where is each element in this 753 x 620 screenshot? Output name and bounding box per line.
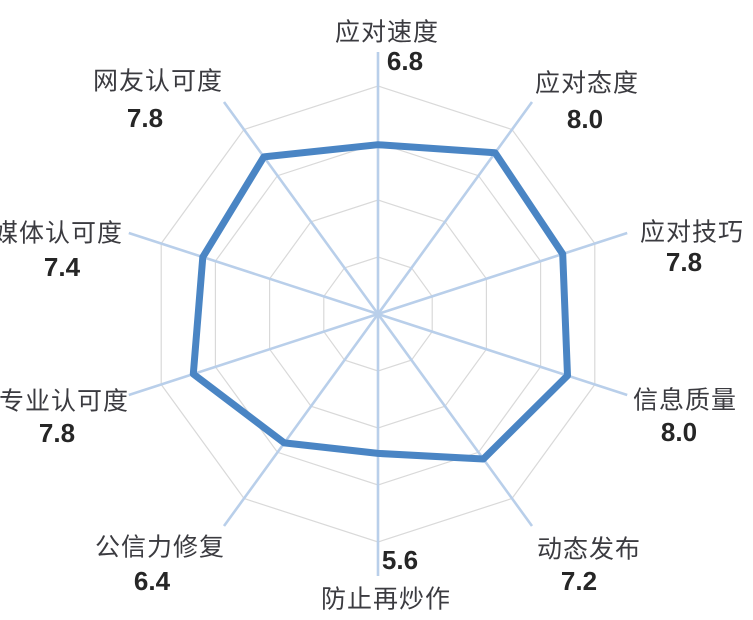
axis-spoke <box>376 313 534 527</box>
axis-spoke <box>377 312 628 397</box>
data-polygon <box>189 141 571 463</box>
axis-spoke <box>222 101 380 315</box>
axis-spoke <box>377 231 628 316</box>
axis-spoke <box>222 313 380 527</box>
axis-spoke <box>376 101 534 315</box>
axis-spoke <box>128 231 379 316</box>
axis-spoke <box>128 312 379 397</box>
